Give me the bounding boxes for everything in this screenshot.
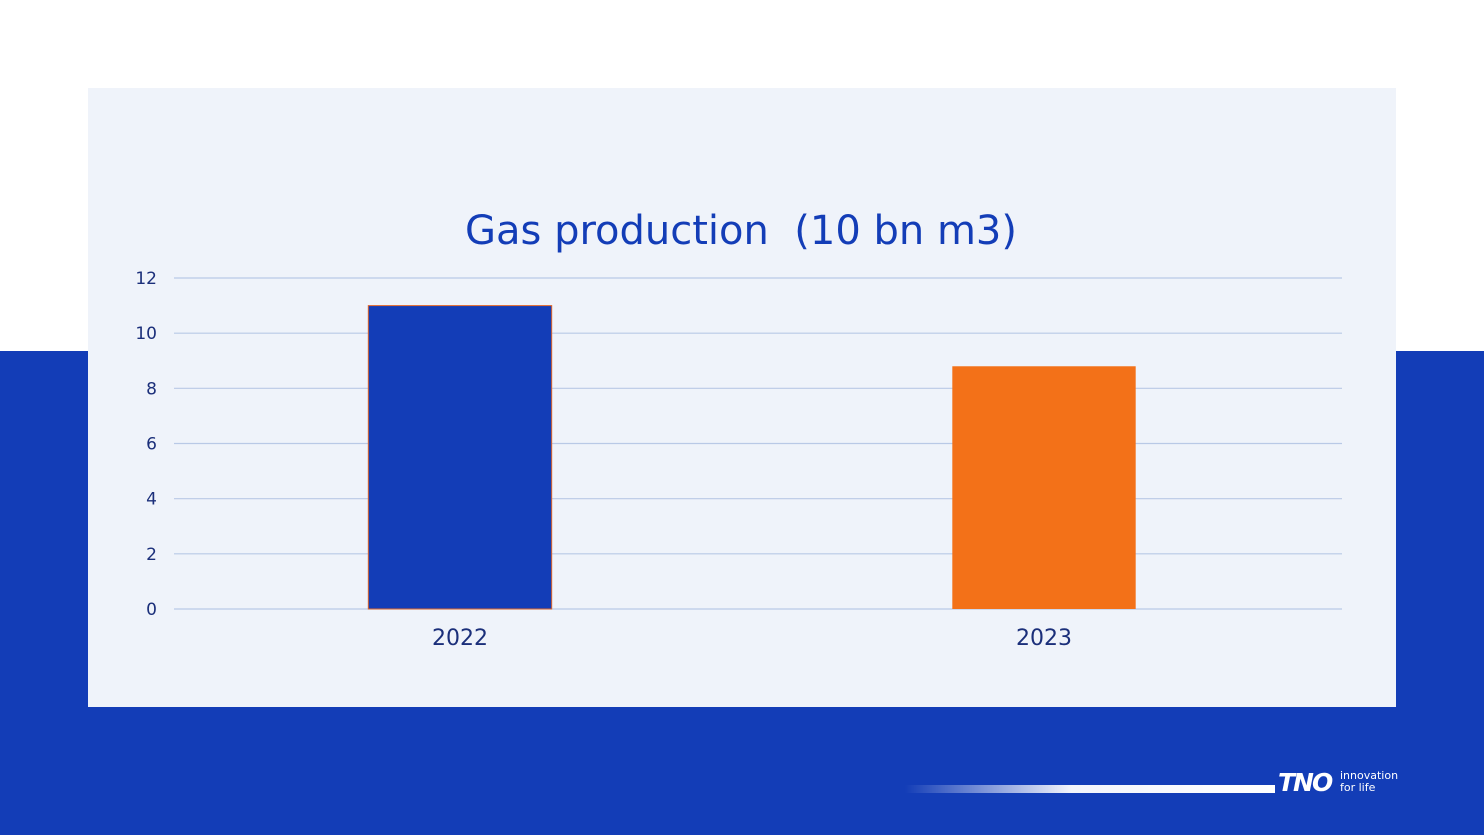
- x-tick-label-2023: 2023: [1016, 626, 1072, 651]
- footer-brand: TNO innovation for life: [905, 768, 1400, 808]
- y-axis: 0 2 4 6 8 10 12: [135, 269, 157, 620]
- bar-2023: [952, 366, 1136, 609]
- gridlines: [174, 277, 1342, 610]
- tno-logo: TNO: [1278, 768, 1333, 797]
- y-tick-label-8: 8: [146, 379, 157, 399]
- bars: [367, 305, 1136, 610]
- chart-title: Gas production (10 bn m3): [465, 208, 1017, 254]
- footer-gradient-line: [905, 785, 1275, 793]
- tagline-line-2: for life: [1340, 781, 1376, 794]
- y-tick-label-10: 10: [135, 324, 157, 344]
- y-tick-label-2: 2: [146, 545, 157, 565]
- y-tick-label-6: 6: [146, 435, 157, 455]
- bar-chart: Gas production (10 bn m3) 0 2 4 6 8 10 12 2022…: [135, 208, 1342, 651]
- x-tick-label-2022: 2022: [432, 626, 488, 651]
- x-axis: 2022 2023: [432, 626, 1072, 651]
- tagline: innovation for life: [1340, 770, 1398, 794]
- y-tick-label-4: 4: [146, 490, 157, 510]
- tagline-line-1: innovation: [1340, 769, 1399, 782]
- chart-panel: Gas production (10 bn m3) 0 2 4 6 8 10 12 2022…: [88, 88, 1396, 707]
- y-tick-label-12: 12: [135, 269, 157, 289]
- y-tick-label-0: 0: [146, 600, 157, 620]
- bar-2022: [367, 305, 553, 610]
